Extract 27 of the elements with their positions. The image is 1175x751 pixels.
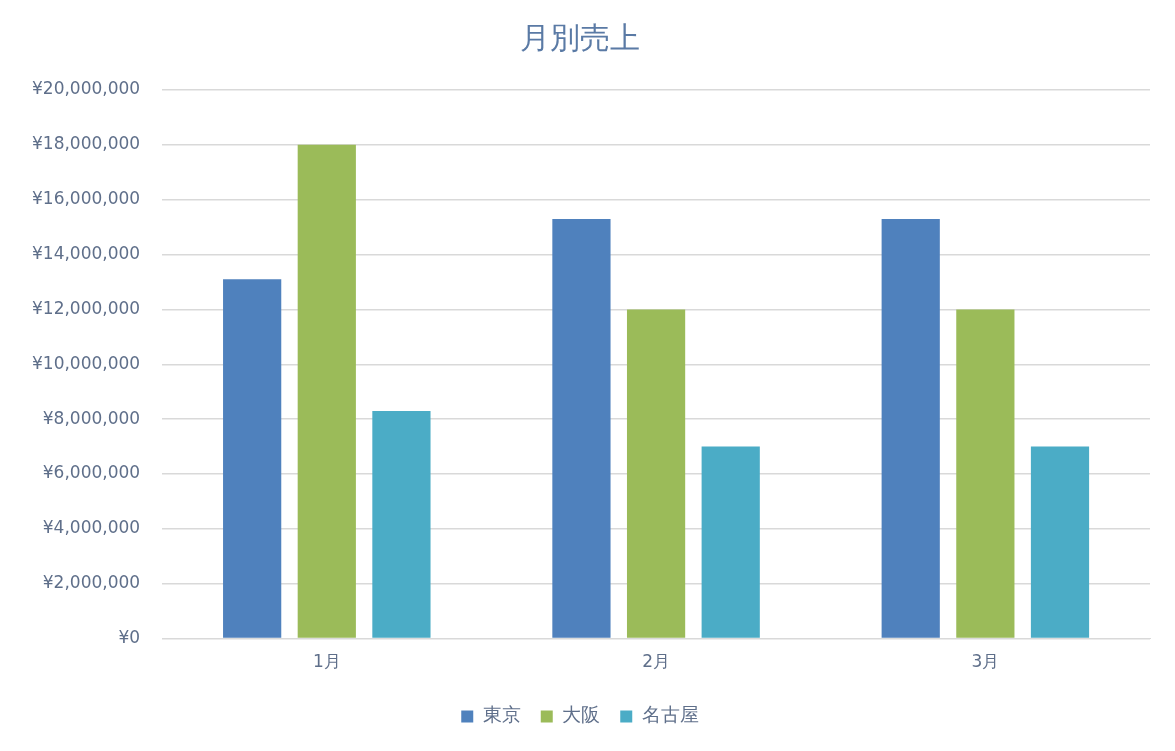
bar [372,410,431,638]
bar [223,279,282,638]
bar [1030,446,1090,638]
y-tick-label: ¥16,000,000 [31,188,141,209]
x-tick-label: 2月 [642,651,670,672]
y-tick-label: ¥8,000,000 [42,407,141,428]
bar [626,309,686,638]
bar [956,309,1015,638]
legend-label: 名古屋 [641,703,699,726]
legend-label: 東京 [482,703,521,726]
y-tick-label: ¥2,000,000 [42,572,141,593]
y-tick-label: ¥18,000,000 [31,133,141,154]
bar [881,218,940,638]
y-tick-label: ¥4,000,000 [42,517,141,538]
x-tick-label: 1月 [312,651,341,672]
bar [701,446,760,638]
y-tick-label: ¥14,000,000 [31,243,141,263]
x-tick-label: 3月 [971,651,1000,672]
bar [297,144,356,638]
bar [552,218,611,638]
y-tick-label: ¥12,000,000 [31,297,141,318]
chart-title: 月別売上 [520,19,640,55]
y-tick-label: ¥20,000,000 [31,78,141,99]
y-tick-label: ¥6,000,000 [42,462,141,483]
y-tick-label: ¥0 [118,627,141,648]
y-tick-label: ¥10,000,000 [31,352,141,373]
legend-label: 大阪 [562,703,601,726]
